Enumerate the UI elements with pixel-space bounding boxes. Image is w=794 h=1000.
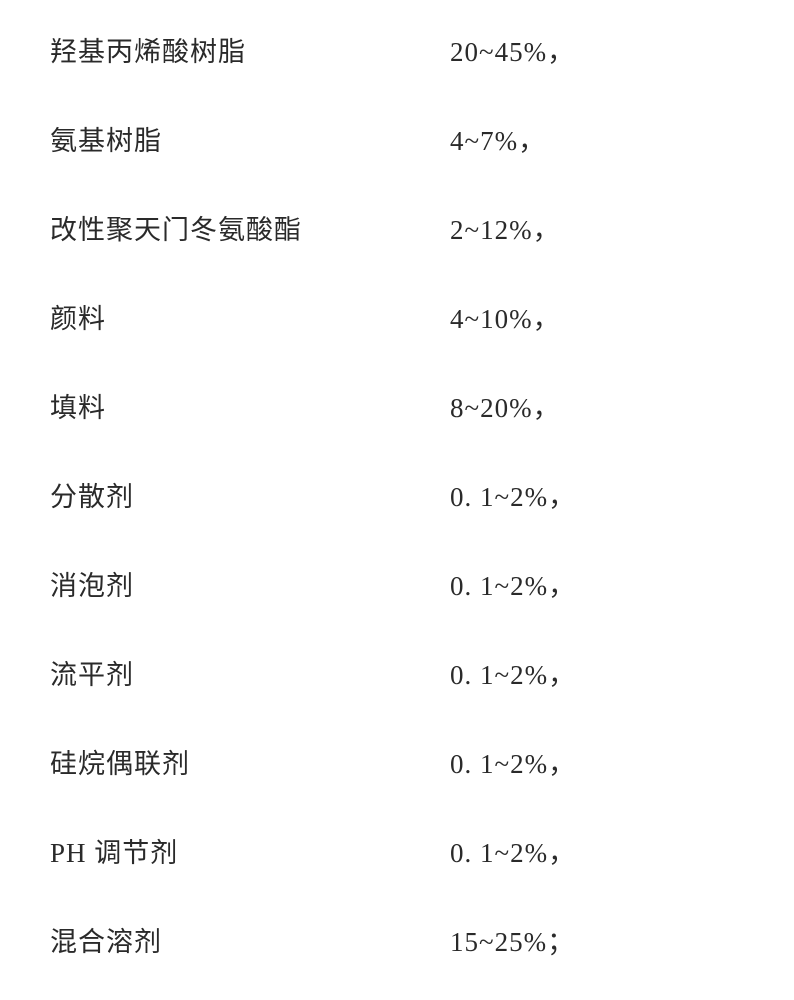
table-row: 分散剂 0. 1~2%，: [50, 475, 724, 514]
ingredient-list: 羟基丙烯酸树脂 20~45%， 氨基树脂 4~7%， 改性聚天门冬氨酸酯 2~1…: [50, 30, 724, 959]
ingredient-value: 2~12%，: [450, 208, 561, 247]
table-row: 羟基丙烯酸树脂 20~45%，: [50, 30, 724, 69]
ingredient-label: PH 调节剂: [50, 831, 450, 870]
ingredient-label: 羟基丙烯酸树脂: [50, 30, 450, 69]
table-row: 颜料 4~10%，: [50, 297, 724, 336]
ingredient-value: 4~10%，: [450, 297, 561, 336]
ingredient-label: 流平剂: [50, 653, 450, 692]
ingredient-label: 改性聚天门冬氨酸酯: [50, 208, 450, 247]
ingredient-value: 4~7%，: [450, 119, 546, 158]
ingredient-value: 0. 1~2%，: [450, 564, 576, 603]
ingredient-label: 硅烷偶联剂: [50, 742, 450, 781]
ingredient-label: 分散剂: [50, 475, 450, 514]
ingredient-value: 20~45%，: [450, 30, 575, 69]
ingredient-label: 氨基树脂: [50, 119, 450, 158]
table-row: 改性聚天门冬氨酸酯 2~12%，: [50, 208, 724, 247]
table-row: 流平剂 0. 1~2%，: [50, 653, 724, 692]
ingredient-value: 0. 1~2%，: [450, 831, 576, 870]
ingredient-label: 消泡剂: [50, 564, 450, 603]
ingredient-value: 0. 1~2%，: [450, 742, 576, 781]
ingredient-value: 15~25%；: [450, 920, 575, 959]
ingredient-value: 0. 1~2%，: [450, 653, 576, 692]
ingredient-value: 8~20%，: [450, 386, 561, 425]
table-row: PH 调节剂 0. 1~2%，: [50, 831, 724, 870]
ingredient-label: 填料: [50, 386, 450, 425]
ingredient-value: 0. 1~2%，: [450, 475, 576, 514]
ingredient-label: 混合溶剂: [50, 920, 450, 959]
table-row: 填料 8~20%，: [50, 386, 724, 425]
ingredient-label: 颜料: [50, 297, 450, 336]
table-row: 硅烷偶联剂 0. 1~2%，: [50, 742, 724, 781]
table-row: 混合溶剂 15~25%；: [50, 920, 724, 959]
table-row: 氨基树脂 4~7%，: [50, 119, 724, 158]
table-row: 消泡剂 0. 1~2%，: [50, 564, 724, 603]
